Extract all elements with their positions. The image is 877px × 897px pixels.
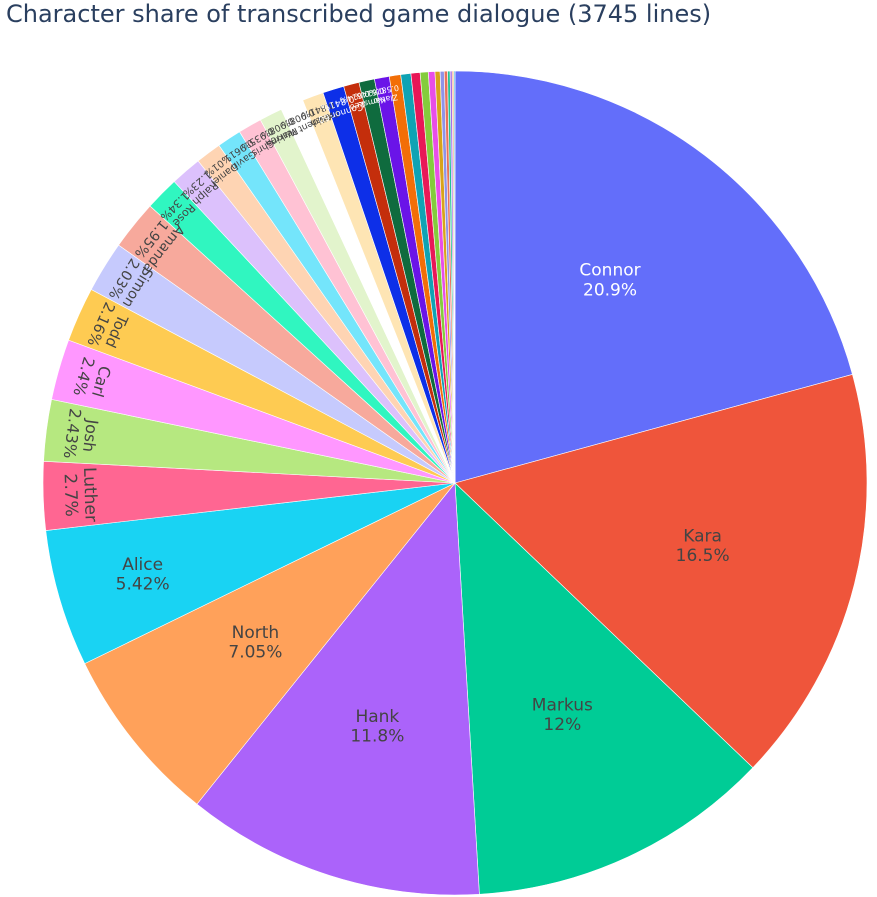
slice-name: Josh: [79, 417, 102, 453]
pie-slices: [42, 70, 868, 896]
slice-connor: [454, 70, 853, 484]
slice-percent: 7.05%: [228, 643, 282, 663]
slice-markus: [454, 482, 754, 895]
slice-label-alice: Alice 5.42%: [116, 555, 170, 595]
chart-title: Character share of transcribed game dial…: [6, 0, 712, 28]
slice-name: Luther: [79, 467, 101, 522]
slice-label-north: North 7.05%: [228, 623, 282, 663]
slice-name: Connor: [579, 261, 640, 281]
slice-kara: [454, 374, 868, 769]
slice-label-kara: Kara 16.5%: [676, 526, 730, 566]
slice-name: Kara: [683, 526, 722, 546]
slice-north: [84, 482, 456, 805]
slice-minor-35: [453, 70, 456, 484]
slice-percent: 12%: [543, 715, 581, 735]
slice-hank: [196, 482, 480, 896]
slice-name: North: [232, 623, 280, 643]
slice-name: Alice: [122, 555, 163, 575]
slice-alice: [45, 482, 456, 665]
slice-name: Zlatko: [373, 92, 399, 105]
slice-label-zlatko: Zlatko0.587%: [368, 83, 401, 106]
slice-name: Markus: [532, 696, 593, 716]
slice-label-luther: Luther2.7%: [59, 467, 100, 523]
slice-label-hank: Hank 11.8%: [350, 707, 404, 747]
slice-label-markus: Markus 12%: [532, 696, 593, 736]
slice-percent: 20.9%: [583, 280, 637, 300]
slice-percent: 16.5%: [676, 546, 730, 566]
slice-percent: 11.8%: [350, 727, 404, 747]
slice-name: Hank: [355, 707, 399, 727]
slice-percent: 5.42%: [116, 575, 170, 595]
slice-label-connor: Connor 20.9%: [579, 261, 640, 301]
slice-percent: 2.7%: [60, 473, 81, 517]
slice-name: Leo: [349, 99, 365, 111]
